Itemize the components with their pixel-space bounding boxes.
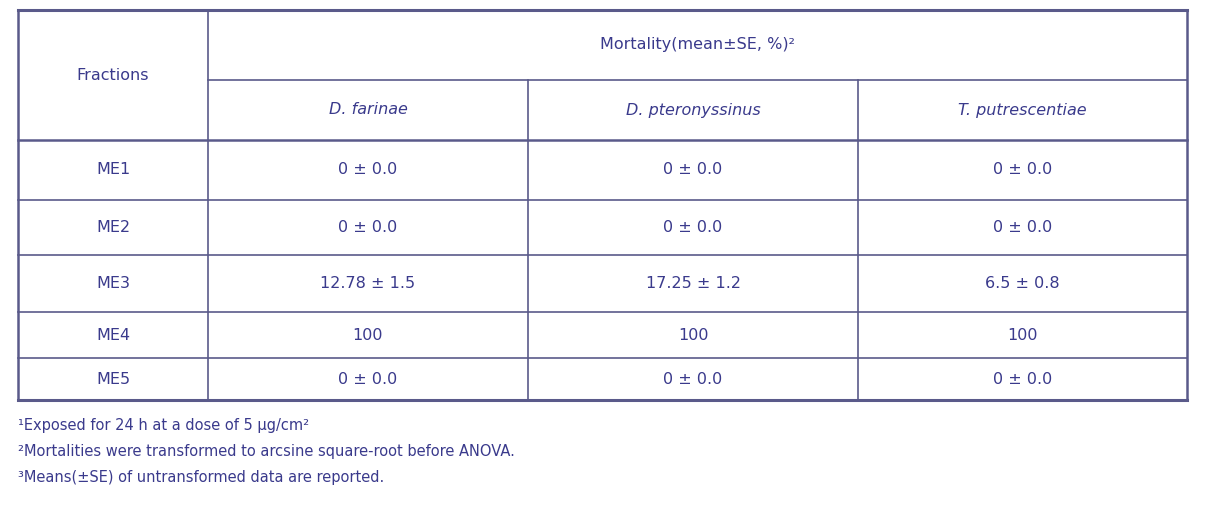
- Text: ME3: ME3: [96, 276, 130, 291]
- Text: 0 ± 0.0: 0 ± 0.0: [664, 371, 723, 387]
- Text: ME4: ME4: [96, 328, 130, 343]
- Text: ¹Exposed for 24 h at a dose of 5 μg/cm²: ¹Exposed for 24 h at a dose of 5 μg/cm²: [18, 418, 310, 433]
- Text: D. pteronyssinus: D. pteronyssinus: [625, 103, 760, 118]
- Text: 12.78 ± 1.5: 12.78 ± 1.5: [321, 276, 416, 291]
- Text: 6.5 ± 0.8: 6.5 ± 0.8: [986, 276, 1060, 291]
- Text: D. farinae: D. farinae: [329, 103, 407, 118]
- Text: 0 ± 0.0: 0 ± 0.0: [664, 220, 723, 235]
- Text: 0 ± 0.0: 0 ± 0.0: [993, 162, 1052, 178]
- Text: 100: 100: [677, 328, 709, 343]
- Text: 100: 100: [353, 328, 383, 343]
- Text: 100: 100: [1007, 328, 1038, 343]
- Text: 0 ± 0.0: 0 ± 0.0: [993, 371, 1052, 387]
- Text: ME5: ME5: [96, 371, 130, 387]
- Text: 0 ± 0.0: 0 ± 0.0: [664, 162, 723, 178]
- Text: ME2: ME2: [96, 220, 130, 235]
- Text: T. putrescentiae: T. putrescentiae: [958, 103, 1087, 118]
- Text: 0 ± 0.0: 0 ± 0.0: [339, 162, 398, 178]
- Text: Fractions: Fractions: [77, 68, 149, 82]
- Text: 0 ± 0.0: 0 ± 0.0: [339, 220, 398, 235]
- Text: 0 ± 0.0: 0 ± 0.0: [993, 220, 1052, 235]
- Text: ²Mortalities were transformed to arcsine square-root before ANOVA.: ²Mortalities were transformed to arcsine…: [18, 444, 515, 459]
- Text: ME1: ME1: [96, 162, 130, 178]
- Text: ³Means(±SE) of untransformed data are reported.: ³Means(±SE) of untransformed data are re…: [18, 470, 384, 485]
- Text: 17.25 ± 1.2: 17.25 ± 1.2: [646, 276, 741, 291]
- Text: 0 ± 0.0: 0 ± 0.0: [339, 371, 398, 387]
- Text: Mortality(mean±SE, %)²: Mortality(mean±SE, %)²: [600, 37, 795, 53]
